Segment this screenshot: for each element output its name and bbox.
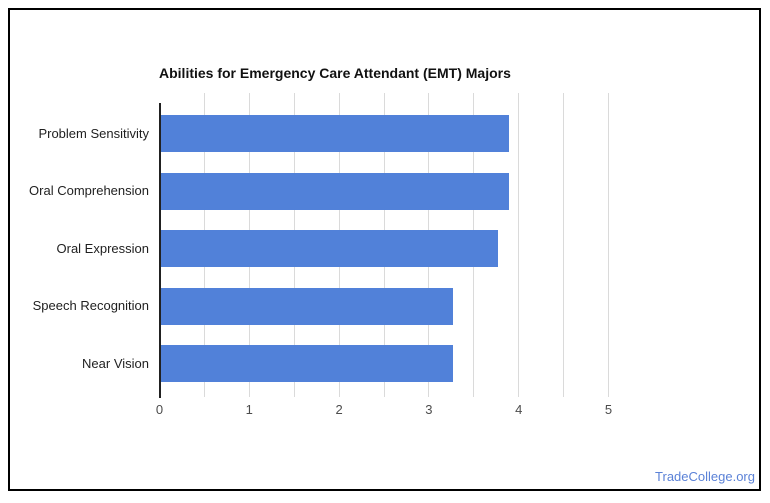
category-label: Near Vision: [82, 355, 149, 371]
x-tick-label: 4: [515, 402, 523, 417]
watermark-link[interactable]: TradeCollege.org: [655, 469, 755, 484]
category-label: Speech Recognition: [32, 298, 149, 313]
plot-area: [159, 93, 614, 398]
bar-oral-comprehension[interactable]: [161, 172, 510, 210]
x-tick-label: 5: [604, 402, 613, 417]
x-tick-label: 3: [425, 402, 433, 417]
bar-oral-expression[interactable]: [161, 230, 498, 267]
gridline: [608, 93, 609, 397]
x-tick-label: 0: [155, 402, 164, 417]
category-label: Problem Sensitivity: [38, 125, 149, 141]
bar-speech-recognition[interactable]: [161, 287, 453, 325]
chart-title: Abilities for Emergency Care Attendant (…: [159, 65, 511, 81]
gridline: [563, 93, 565, 397]
x-tick-label: 1: [245, 402, 253, 417]
bar-problem-sensitivity[interactable]: [161, 115, 510, 152]
bar-near-vision[interactable]: [161, 345, 453, 382]
gridline: [518, 93, 520, 397]
x-tick-label: 2: [335, 402, 343, 417]
category-label: Oral Comprehension: [29, 183, 149, 198]
category-label: Oral Expression: [56, 240, 149, 256]
y-axis-baseline: [159, 103, 161, 398]
